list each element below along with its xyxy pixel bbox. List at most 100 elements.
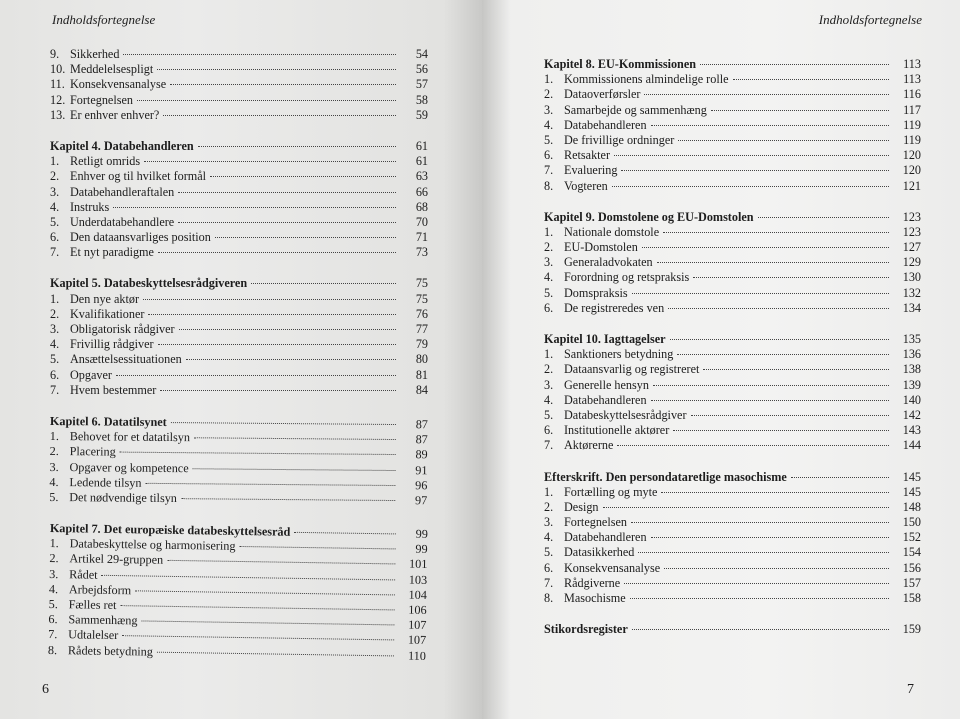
toc-entry: 8. Vogteren 121 [544, 179, 921, 194]
toc-entry: 8. Masochisme 158 [544, 591, 921, 606]
dot-leader [148, 313, 396, 315]
entry-number: 3. [49, 566, 59, 581]
toc-entry: 13. Er enhver enhver? 59 [50, 108, 428, 123]
dot-leader [703, 369, 889, 371]
page-ref: 77 [415, 322, 428, 336]
entry-number: 2. [49, 551, 59, 566]
page-ref: 107 [408, 617, 427, 633]
entry-number: 2. [50, 169, 60, 184]
chapter-title: Kapitel 9. Domstolene og EU-Domstolen [544, 209, 754, 224]
page-ref: 136 [902, 347, 921, 362]
page-ref: 127 [902, 240, 921, 255]
entry-number: 8. [544, 178, 554, 193]
entry-number: 2. [544, 87, 554, 102]
entry-title: Generelle hensyn [564, 377, 649, 392]
entry-number: 9. [50, 47, 60, 61]
entry-title: Enhver og til hvilket formål [70, 169, 207, 184]
dot-leader [101, 574, 396, 581]
toc-entry: 11. Konsekvensanalyse 57 [50, 77, 428, 92]
dot-leader [673, 430, 889, 432]
dot-leader [122, 635, 395, 641]
entry-title: Fortegnelsen [564, 515, 627, 530]
dot-leader [160, 389, 396, 391]
entry-number: 6. [544, 148, 554, 163]
dot-leader [294, 531, 396, 535]
page-ref: 138 [902, 362, 921, 377]
page-ref: 71 [415, 230, 428, 245]
page-ref: 139 [902, 377, 921, 392]
dot-leader [677, 354, 889, 356]
dot-leader [638, 552, 889, 554]
page-ref: 106 [408, 602, 427, 617]
dot-leader [693, 277, 889, 279]
entry-number: 5. [544, 407, 554, 422]
toc-section: Kapitel 5. Databeskyttelsesrådgiveren 75 1… [50, 276, 428, 398]
entry-number: 4. [50, 337, 60, 352]
toc-section: Kapitel 9. Domstolene og EU-Domstolen 123… [544, 210, 921, 316]
page-ref: 81 [415, 367, 428, 382]
entry-number: 2. [50, 306, 60, 321]
entry-title: Kvalifikationer [70, 306, 145, 321]
toc-entry: 6. Konsekvensanalyse 156 [544, 561, 921, 576]
page-ref: 97 [415, 493, 428, 508]
dot-leader [197, 145, 396, 147]
dot-leader [185, 359, 396, 361]
toc-section: Kapitel 10. Iagttagelser 135 1. Sanktioners… [544, 332, 921, 454]
entry-title: Placering [69, 444, 116, 459]
right-page: Indholdsfortegnelse Kapitel 8. EU-Kommis… [482, 0, 960, 719]
dot-leader [192, 467, 396, 471]
page-ref: 76 [415, 306, 428, 321]
page-ref: 157 [902, 575, 921, 590]
entry-number: 6. [544, 300, 554, 315]
toc-entry: 1. Retligt omrids 61 [50, 154, 428, 169]
page-ref: 99 [415, 526, 428, 541]
entry-title: Retsakter [564, 148, 611, 163]
entry-title: Arbejdsform [68, 582, 132, 598]
entry-title: Generaladvokaten [564, 255, 653, 270]
entry-number: 2. [544, 240, 554, 255]
dot-leader [690, 414, 889, 416]
entry-title: Den nye aktør [70, 291, 140, 306]
dot-leader [214, 237, 396, 239]
entry-number: 4. [48, 581, 59, 596]
entry-number: 4. [544, 117, 554, 132]
page-ref: 120 [902, 163, 921, 178]
entry-title: Design [564, 499, 599, 514]
toc-entry: 4. Databehandleren 140 [544, 393, 921, 408]
entry-number: 13. [50, 107, 66, 122]
entry-number: 1. [544, 224, 554, 239]
page-ref: 75 [415, 276, 428, 291]
dot-leader [144, 161, 396, 163]
running-head: Indholdsfortegnelse [52, 12, 156, 27]
entry-number: 4. [544, 530, 554, 545]
entry-title: Ledende tilsyn [69, 474, 142, 490]
dot-leader [157, 252, 396, 254]
toc-entry: 6. Den dataansvarliges position 71 [50, 230, 428, 245]
entry-title: Obligatorisk rådgiver [70, 322, 175, 336]
toc-entry: 1. Den nye aktør 75 [50, 292, 428, 307]
chapter-heading: Kapitel 9. Domstolene og EU-Domstolen 123 [544, 210, 921, 225]
toc-entry: 5. De frivillige ordninger 119 [544, 133, 921, 148]
toc-entry: 4. Databehandleren 152 [544, 530, 921, 545]
entry-number: 3. [544, 255, 554, 270]
dot-leader [180, 498, 396, 501]
entry-title: Instruks [70, 199, 110, 214]
entry-number: 4. [49, 474, 59, 489]
entry-title: Frivillig rådgiver [70, 337, 154, 352]
entry-number: 7. [544, 163, 554, 178]
dot-leader [644, 94, 889, 96]
dot-leader [602, 506, 889, 508]
toc-entry: 1. Fortælling og myte 145 [544, 485, 921, 500]
dot-leader [661, 491, 889, 493]
entry-title: De frivillige ordninger [564, 132, 675, 147]
entry-title: Meddelelsespligt [70, 62, 154, 77]
page-ref: 101 [408, 557, 428, 572]
dot-leader [617, 445, 889, 447]
page-ref: 119 [903, 117, 921, 132]
toc-entry: 7. Evaluering 120 [544, 163, 921, 178]
dot-leader [629, 598, 889, 599]
entry-number: 6. [50, 367, 60, 382]
entry-number: 3. [544, 377, 554, 392]
toc-entry: 5. Ansættelsessituationen 80 [50, 352, 428, 367]
toc-section: Kapitel 7. Det europæiske databeskyttels… [48, 521, 428, 664]
